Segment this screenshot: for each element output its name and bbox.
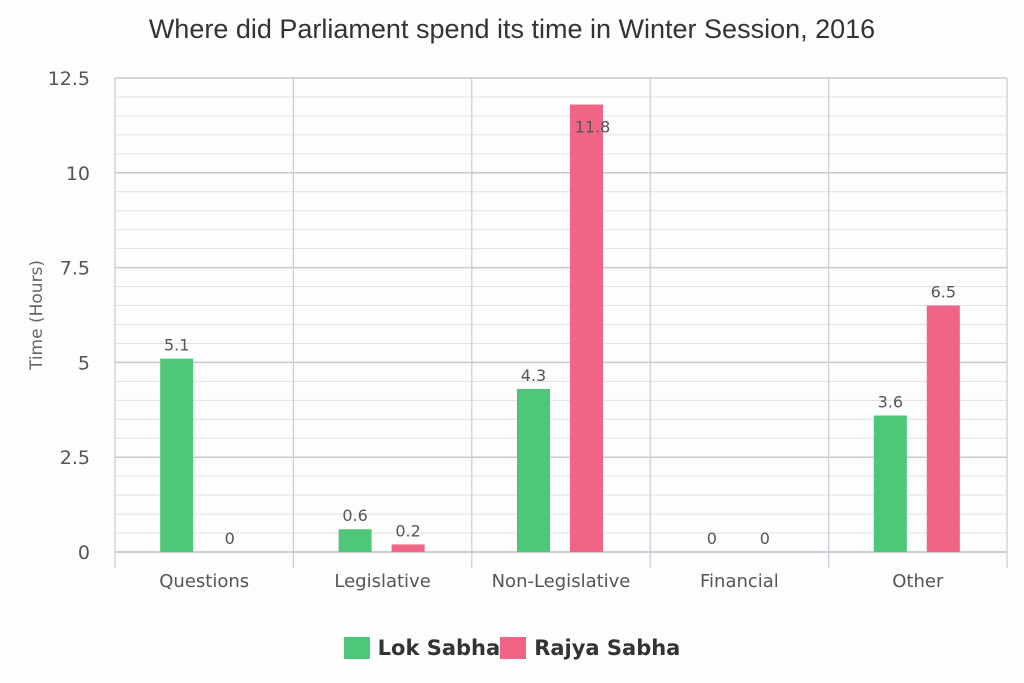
legend-label: Lok Sabha: [377, 636, 501, 660]
data-label: 3.6: [878, 392, 903, 411]
legend-item-lok-sabha[interactable]: Lok Sabha: [343, 636, 501, 660]
data-label: 0: [707, 529, 717, 548]
data-label: 5.1: [164, 336, 189, 355]
data-label: 0: [225, 529, 235, 548]
data-label: 4.3: [521, 366, 546, 385]
bar[interactable]: [926, 305, 960, 552]
legend-swatch-rajya-sabha: [500, 637, 527, 659]
bar[interactable]: [391, 544, 425, 552]
data-label: 0: [760, 529, 770, 548]
data-label: 6.5: [931, 283, 956, 302]
x-tick-label: Legislative: [334, 571, 430, 592]
bar[interactable]: [517, 388, 550, 552]
x-tick-label: Non-Legislative: [492, 571, 631, 592]
bar[interactable]: [873, 415, 907, 552]
bar[interactable]: [338, 529, 372, 552]
legend-item-rajya-sabha[interactable]: Rajya Sabha: [500, 636, 680, 660]
y-tick-label: 5: [78, 352, 90, 374]
legend-label: Rajya Sabha: [534, 636, 681, 660]
x-tick-label: Financial: [700, 571, 779, 592]
legend: Lok Sabha Rajya Sabha: [0, 636, 1024, 660]
chart-title: Where did Parliament spend its time in W…: [148, 14, 876, 44]
y-tick-label: 7.5: [60, 258, 90, 280]
data-label: 11.8: [575, 118, 611, 137]
y-tick-label: 10: [66, 163, 90, 185]
legend-swatch-lok-sabha: [343, 637, 370, 659]
data-label: 0.2: [395, 521, 420, 540]
x-tick-label: Other: [892, 571, 944, 592]
x-tick-label: Questions: [159, 571, 249, 592]
y-axis-label: Time (Hours): [27, 260, 47, 371]
y-tick-label: 12.5: [48, 68, 90, 90]
bar[interactable]: [160, 358, 194, 552]
bar[interactable]: [570, 104, 603, 552]
y-tick-label: 2.5: [60, 447, 90, 469]
data-label: 0.6: [342, 506, 367, 525]
y-tick-label: 0: [78, 542, 90, 564]
